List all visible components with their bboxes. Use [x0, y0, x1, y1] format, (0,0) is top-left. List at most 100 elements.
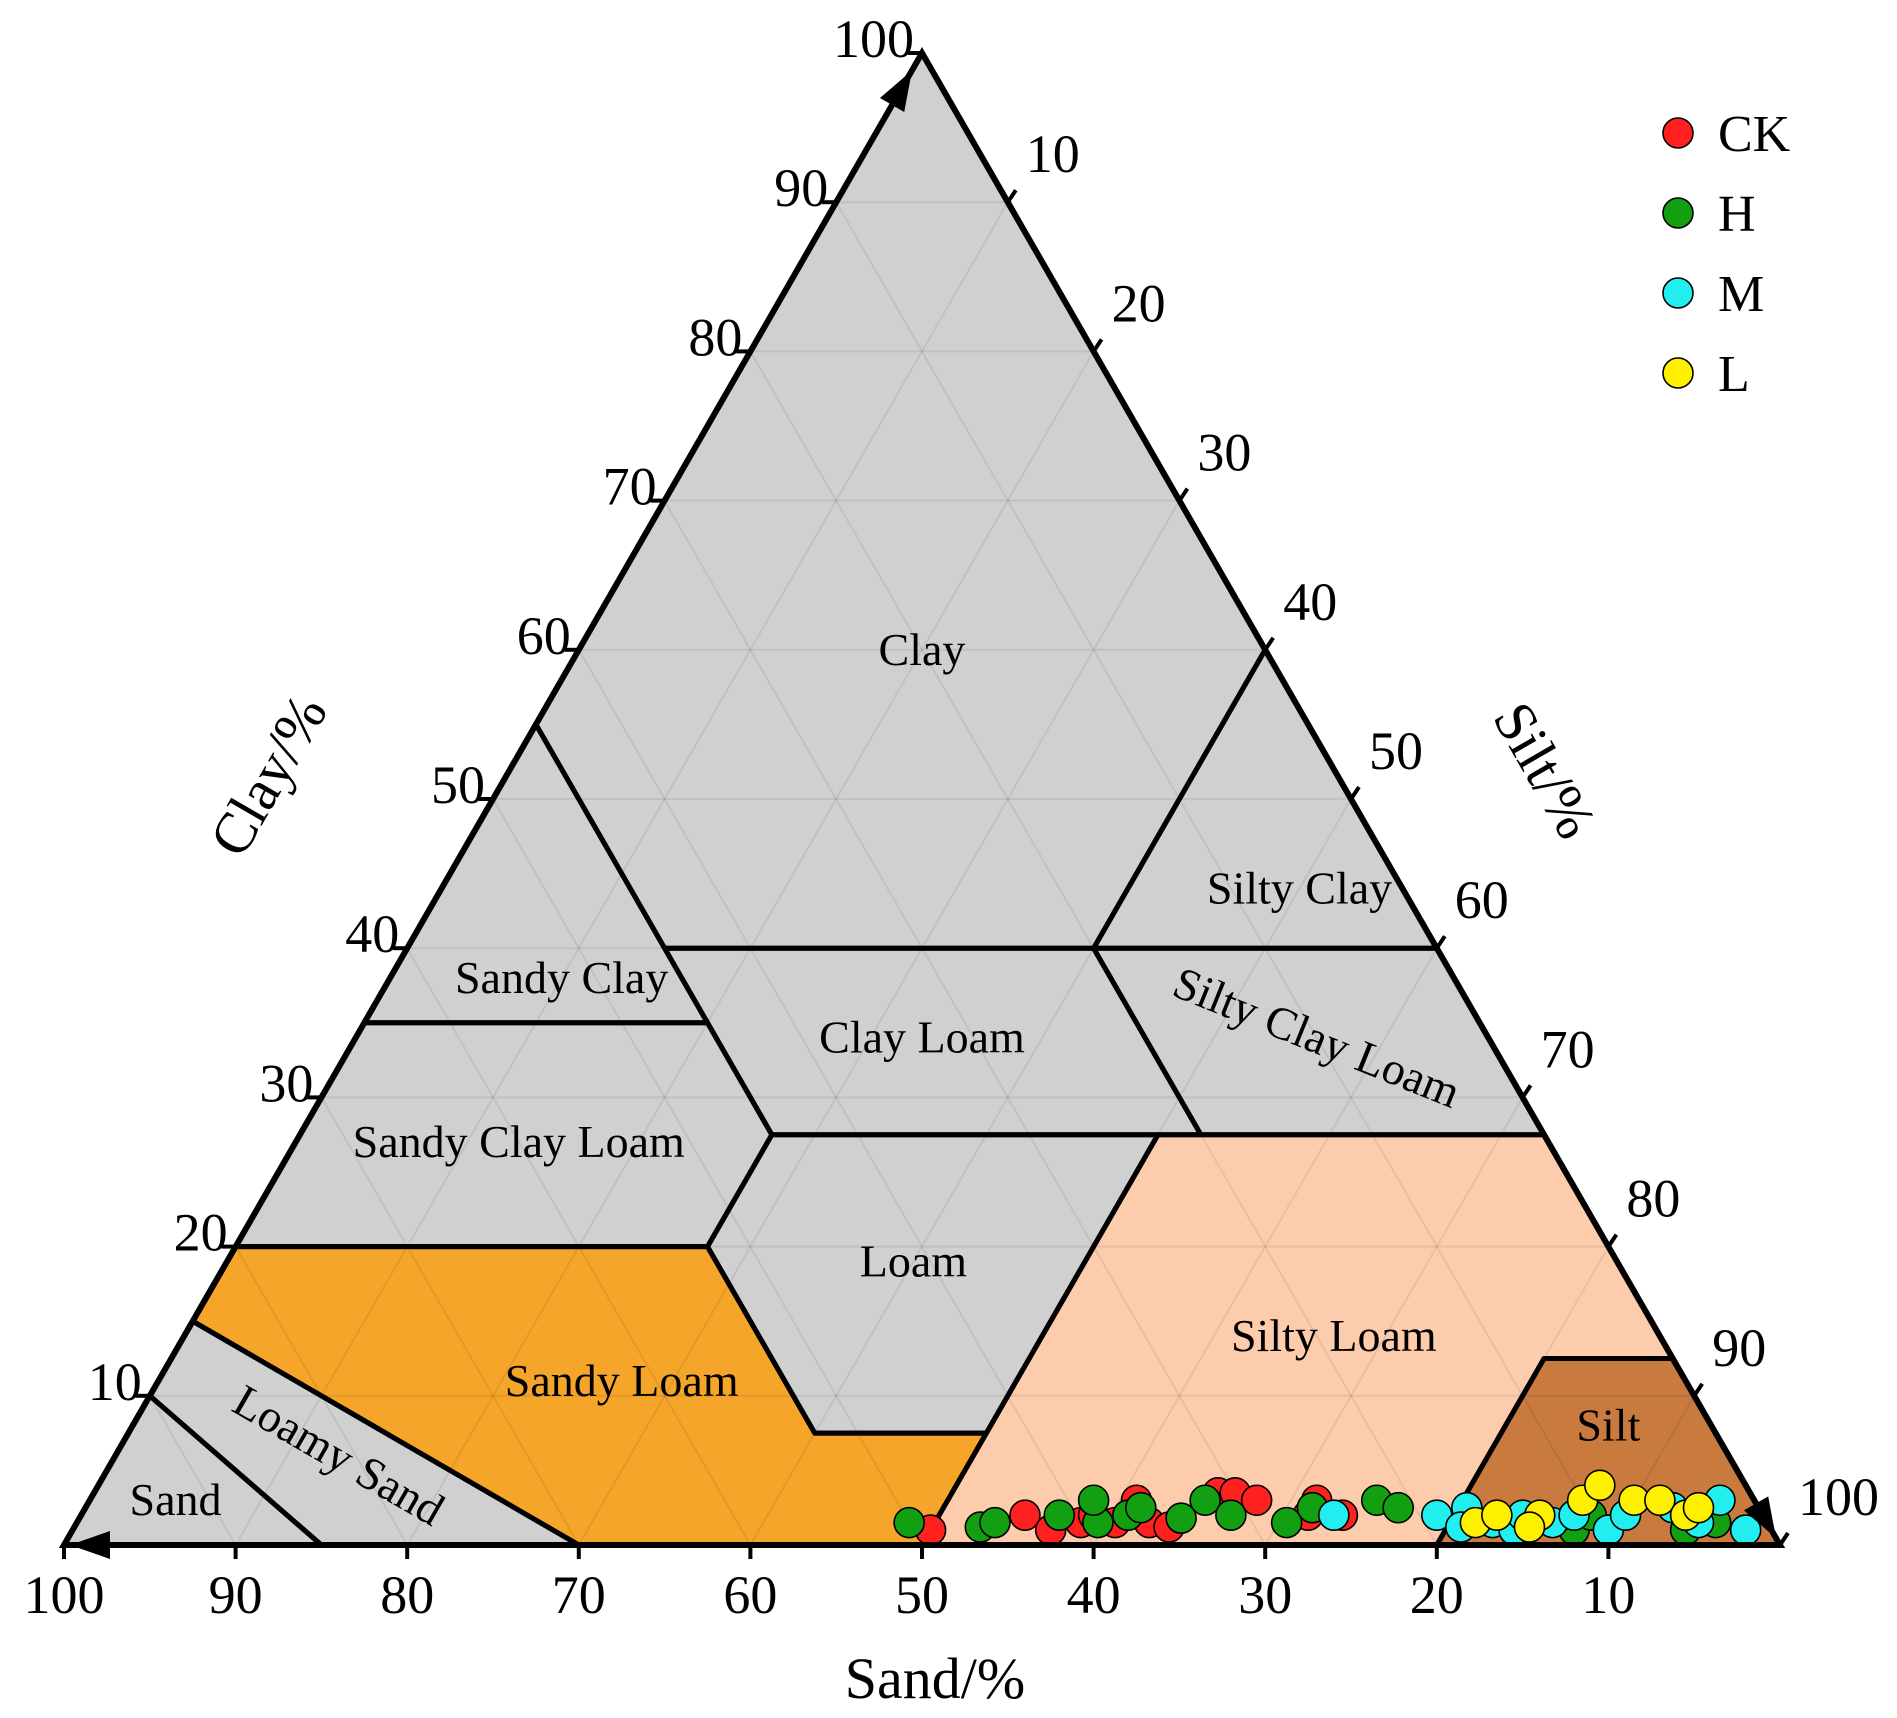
- sand-tick-label: 70: [552, 1565, 606, 1625]
- sand-tick-label: 100: [24, 1565, 105, 1625]
- silt-tick: [1606, 1233, 1619, 1248]
- region-clay: [535, 53, 1266, 949]
- data-point-h: [1077, 1484, 1110, 1517]
- region-silty-clay: [1093, 649, 1437, 949]
- region-label-silty-loam: Silty Loam: [1231, 1310, 1437, 1361]
- data-point-h: [893, 1506, 925, 1539]
- data-point-l: [1682, 1491, 1715, 1524]
- data-point-l: [1644, 1484, 1676, 1517]
- clay-tick-label: 100: [833, 9, 914, 69]
- legend-marker-m: [1662, 277, 1694, 309]
- legend-marker-h: [1662, 197, 1694, 229]
- data-point-h: [1043, 1499, 1076, 1531]
- sand-gridline: [835, 201, 1610, 1546]
- silt-tick: [1692, 1382, 1704, 1397]
- region-label-clay: Clay: [879, 624, 966, 675]
- data-point-m: [1318, 1499, 1350, 1531]
- region-silty-clay-loam: [1093, 948, 1545, 1135]
- silt-tick: [1006, 189, 1018, 204]
- legend-marker-l: [1662, 357, 1694, 389]
- data-point-h: [979, 1506, 1011, 1539]
- region-loam: [707, 1134, 1158, 1434]
- data-point-ck: [1009, 1499, 1041, 1531]
- clay-tick-label: 30: [259, 1053, 313, 1113]
- silt-tick-label: 100: [1798, 1467, 1879, 1527]
- silt-tick: [1263, 636, 1275, 651]
- data-point-h: [1165, 1502, 1197, 1534]
- sand-tick-label: 50: [895, 1565, 949, 1625]
- region-sandy-clay-loam: [235, 1022, 772, 1247]
- sand-gridline: [148, 1395, 237, 1546]
- silt-tick-label: 80: [1626, 1169, 1680, 1229]
- sand-axis-arrow: [70, 1531, 110, 1559]
- region-label-silty-clay: Silty Clay: [1207, 863, 1392, 914]
- legend-label-l: L: [1718, 346, 1750, 403]
- points-layer: [893, 1469, 1762, 1546]
- data-point-l: [1481, 1499, 1513, 1531]
- silt-tick-label: 30: [1197, 423, 1251, 483]
- region-label-loam: Loam: [860, 1236, 968, 1287]
- sand-gridline: [663, 500, 1267, 1546]
- data-point-h: [1215, 1499, 1247, 1531]
- data-point-ck: [1240, 1484, 1273, 1517]
- silt-tick: [1091, 338, 1104, 353]
- region-label-sandy-clay: Sandy Clay: [455, 952, 668, 1003]
- region-sandy-clay: [364, 724, 708, 1023]
- legend-label-ck: CK: [1718, 106, 1791, 163]
- data-point-l: [1513, 1511, 1546, 1543]
- region-silty-loam: [922, 1134, 1673, 1545]
- silt-tick: [1520, 1084, 1533, 1099]
- silt-tick: [1435, 935, 1447, 950]
- clay-axis-arrow: [879, 70, 913, 112]
- legend: CK HML: [1662, 106, 1791, 403]
- sand-tick-label: 30: [1238, 1565, 1292, 1625]
- legend-label-m: M: [1718, 266, 1764, 323]
- silt-gridline: [1264, 1096, 1524, 1546]
- data-point-h: [1124, 1491, 1157, 1524]
- clay-axis-title: Clay/%: [196, 684, 339, 867]
- clay-tick-label: 70: [603, 457, 657, 517]
- clay-tick-label: 80: [688, 307, 742, 367]
- clay-tick-label: 10: [88, 1352, 142, 1412]
- data-point-l: [1584, 1469, 1616, 1502]
- clay-tick-label: 60: [517, 606, 571, 666]
- silt-gridline: [1092, 947, 1438, 1546]
- clay-tick-label: 90: [774, 158, 828, 218]
- region-label-silt: Silt: [1576, 1400, 1640, 1451]
- silt-tick: [1177, 487, 1190, 502]
- data-point-h: [1189, 1484, 1221, 1517]
- silt-tick-label: 40: [1283, 572, 1337, 632]
- silt-tick-label: 90: [1712, 1318, 1766, 1378]
- silt-tick-label: 50: [1369, 721, 1423, 781]
- sand-axis-title: Sand/%: [845, 1646, 1025, 1711]
- sand-tick-label: 10: [1581, 1565, 1635, 1625]
- clay-tick-label: 50: [431, 755, 485, 815]
- region-label-sandy-clay-loam: Sandy Clay Loam: [353, 1116, 685, 1167]
- sand-gridline: [492, 798, 923, 1546]
- region-label-clay-loam: Clay Loam: [819, 1012, 1025, 1063]
- silt-tick-label: 20: [1112, 273, 1166, 333]
- sand-tick-label: 20: [1410, 1565, 1464, 1625]
- silt-tick: [1349, 785, 1361, 801]
- legend-label-h: H: [1718, 186, 1756, 243]
- axes-layer: 100 90 80 70 60 50 40 30 20 10 10 20 30 40 50 60 70 80 90 1…: [24, 9, 1880, 1625]
- region-clay-loam: [664, 948, 1201, 1135]
- region-label-sandy-loam: Sandy Loam: [505, 1355, 739, 1406]
- silt-axis-arrow: [1743, 1496, 1777, 1539]
- silt-axis-title: Silt/%: [1480, 691, 1609, 849]
- sand-tick-label: 40: [1067, 1565, 1121, 1625]
- sand-gridline: [320, 1096, 580, 1546]
- silt-tick-label: 60: [1455, 870, 1509, 930]
- silt-tick-label: 70: [1541, 1019, 1595, 1079]
- sand-tick-label: 90: [209, 1565, 263, 1625]
- clay-tick-label: 40: [345, 904, 399, 964]
- silt-tick: [1778, 1531, 1790, 1547]
- region-sandy-loam: [192, 1246, 987, 1545]
- clay-tick-label: 20: [174, 1203, 228, 1263]
- sand-tick-label: 60: [723, 1565, 777, 1625]
- data-point-h: [1270, 1506, 1303, 1539]
- region-loamy-sand: [149, 1321, 579, 1545]
- sand-tick-label: 80: [380, 1565, 434, 1625]
- legend-marker-ck: [1662, 117, 1694, 149]
